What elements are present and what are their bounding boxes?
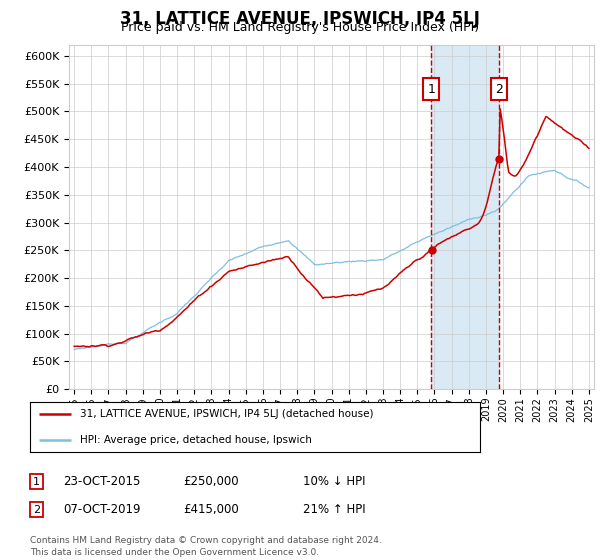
Text: Contains HM Land Registry data © Crown copyright and database right 2024.
This d: Contains HM Land Registry data © Crown c…	[30, 536, 382, 557]
Text: 2: 2	[33, 505, 40, 515]
Text: 10% ↓ HPI: 10% ↓ HPI	[303, 475, 365, 488]
Text: 21% ↑ HPI: 21% ↑ HPI	[303, 503, 365, 516]
Text: HPI: Average price, detached house, Ipswich: HPI: Average price, detached house, Ipsw…	[79, 435, 311, 445]
Text: 31, LATTICE AVENUE, IPSWICH, IP4 5LJ: 31, LATTICE AVENUE, IPSWICH, IP4 5LJ	[120, 10, 480, 28]
Text: Price paid vs. HM Land Registry's House Price Index (HPI): Price paid vs. HM Land Registry's House …	[121, 21, 479, 34]
Text: 23-OCT-2015: 23-OCT-2015	[63, 475, 140, 488]
Text: 07-OCT-2019: 07-OCT-2019	[63, 503, 140, 516]
Text: £415,000: £415,000	[183, 503, 239, 516]
Text: 1: 1	[427, 83, 435, 96]
Text: 31, LATTICE AVENUE, IPSWICH, IP4 5LJ (detached house): 31, LATTICE AVENUE, IPSWICH, IP4 5LJ (de…	[79, 409, 373, 419]
Text: 2: 2	[495, 83, 503, 96]
Text: £250,000: £250,000	[183, 475, 239, 488]
Text: 1: 1	[33, 477, 40, 487]
Bar	[431, 45, 499, 389]
